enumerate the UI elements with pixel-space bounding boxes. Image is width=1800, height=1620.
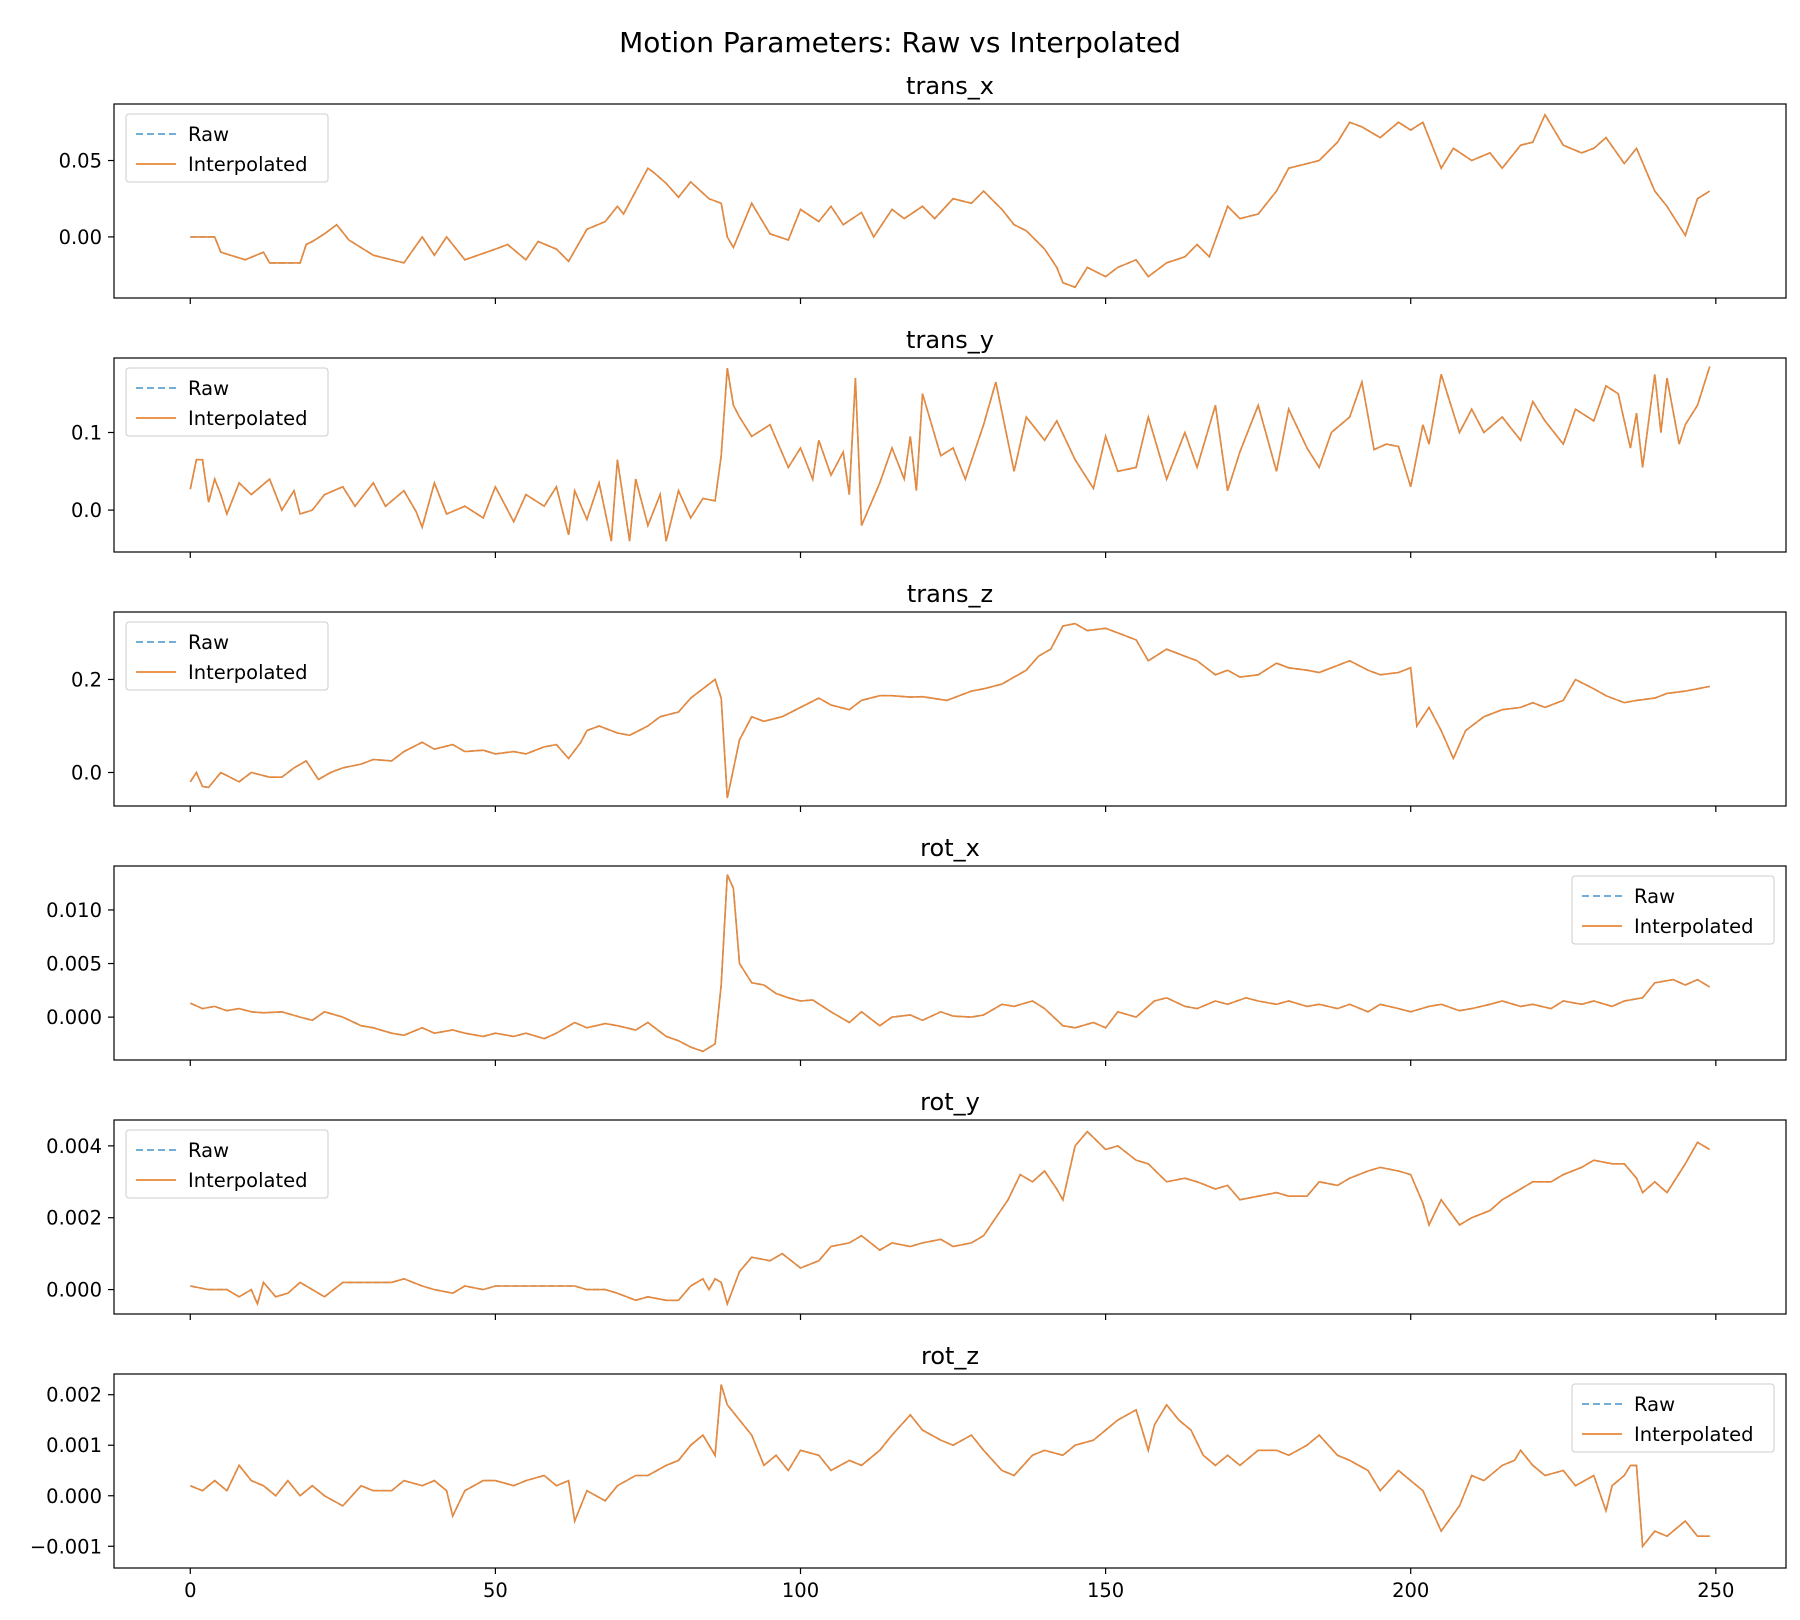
x-tick-label: 250 bbox=[1697, 1579, 1734, 1602]
subplot-title: rot_y bbox=[920, 1088, 980, 1116]
series-line-interpolated bbox=[189, 622, 1710, 799]
y-tick-label: 0.2 bbox=[71, 668, 102, 691]
subplot-panels: trans_x0.000.05RawInterpolatedtrans_y0.0… bbox=[30, 72, 1787, 1602]
figure-title: Motion Parameters: Raw vs Interpolated bbox=[619, 26, 1181, 59]
axes-frame bbox=[113, 103, 1787, 299]
series-line-interpolated bbox=[189, 366, 1711, 542]
subplot-rot-x: rot_x 0.000 0.005 0.010 Raw Interpolated bbox=[46, 834, 1787, 1066]
y-tick-label: 0.05 bbox=[59, 150, 102, 173]
legend: Raw Interpolated bbox=[125, 1129, 329, 1199]
x-tick-label: 200 bbox=[1392, 1579, 1429, 1602]
subplot-trans-z: trans_z 0.0 0.2 Raw Interpolated bbox=[71, 580, 1787, 812]
legend-label: Interpolated bbox=[188, 153, 307, 176]
y-tick-label: 0.00 bbox=[59, 226, 102, 249]
subplot-trans-y: trans_y 0.0 0.1 Raw Interpolated bbox=[71, 326, 1787, 558]
subplot-title: rot_x bbox=[920, 834, 980, 862]
legend-box bbox=[125, 367, 329, 437]
y-tick-label: 0.000 bbox=[46, 1006, 102, 1029]
axes-frame bbox=[113, 357, 1787, 553]
y-tick-label: 0.004 bbox=[46, 1135, 102, 1158]
legend-box bbox=[1571, 1383, 1775, 1453]
legend: Raw Interpolated bbox=[125, 367, 329, 437]
series-line-interpolated bbox=[189, 874, 1711, 1053]
axes-frame bbox=[113, 1119, 1787, 1315]
y-tick-label: 0.002 bbox=[46, 1384, 102, 1407]
subplot-title: rot_z bbox=[921, 1342, 979, 1370]
x-tick-label: 150 bbox=[1087, 1579, 1124, 1602]
y-tick-label: −0.001 bbox=[30, 1535, 102, 1558]
x-tick-label: 100 bbox=[782, 1579, 819, 1602]
x-tick-label: 50 bbox=[483, 1579, 508, 1602]
legend-label: Interpolated bbox=[188, 407, 307, 430]
subplot-trans-x: trans_x 0.00 0.05 Raw Interpolated bbox=[59, 72, 1787, 304]
subplot-rot-y: rot_y 0.000 0.002 0.004 Raw Interpolated bbox=[46, 1088, 1787, 1320]
legend: Raw Interpolated bbox=[125, 621, 329, 691]
series-line-interpolated bbox=[189, 1384, 1710, 1549]
y-tick-label: 0.000 bbox=[46, 1279, 102, 1302]
legend-label: Raw bbox=[1634, 1393, 1675, 1416]
legend-box bbox=[125, 621, 329, 691]
legend-label: Raw bbox=[188, 123, 229, 146]
legend: Raw Interpolated bbox=[125, 113, 329, 183]
legend-box bbox=[125, 1129, 329, 1199]
legend-label: Interpolated bbox=[188, 1169, 307, 1192]
y-tick-label: 0.002 bbox=[46, 1207, 102, 1230]
legend-box bbox=[1571, 875, 1775, 945]
legend-label: Raw bbox=[188, 631, 229, 654]
y-tick-label: 0.0 bbox=[71, 762, 102, 785]
axes-frame bbox=[113, 611, 1787, 807]
y-tick-label: 0.005 bbox=[46, 953, 102, 976]
legend: Raw Interpolated bbox=[1571, 875, 1775, 945]
x-tick-label: 0 bbox=[184, 1579, 196, 1602]
subplot-rot-z: rot_z 0 50 100 150 200 250 −0.001 0.000 0.001 0.00… bbox=[30, 1342, 1787, 1602]
legend-label: Interpolated bbox=[1634, 1423, 1753, 1446]
series-line-interpolated bbox=[190, 1130, 1711, 1307]
axes-frame bbox=[113, 1373, 1787, 1569]
legend-label: Raw bbox=[188, 1139, 229, 1162]
legend-label: Interpolated bbox=[1634, 915, 1753, 938]
legend-label: Raw bbox=[1634, 885, 1675, 908]
legend: Raw Interpolated bbox=[1571, 1383, 1775, 1453]
y-tick-label: 0.000 bbox=[46, 1485, 102, 1508]
legend-label: Raw bbox=[188, 377, 229, 400]
y-tick-label: 0.1 bbox=[71, 421, 102, 444]
subplot-title: trans_y bbox=[906, 326, 994, 354]
y-tick-label: 0.001 bbox=[46, 1434, 102, 1457]
subplot-title: trans_z bbox=[907, 580, 993, 608]
legend-box bbox=[125, 113, 329, 183]
subplot-title: trans_x bbox=[906, 72, 994, 100]
y-tick-label: 0.010 bbox=[46, 899, 102, 922]
legend-label: Interpolated bbox=[188, 661, 307, 684]
y-tick-label: 0.0 bbox=[71, 499, 102, 522]
series-line-interpolated bbox=[190, 112, 1711, 289]
